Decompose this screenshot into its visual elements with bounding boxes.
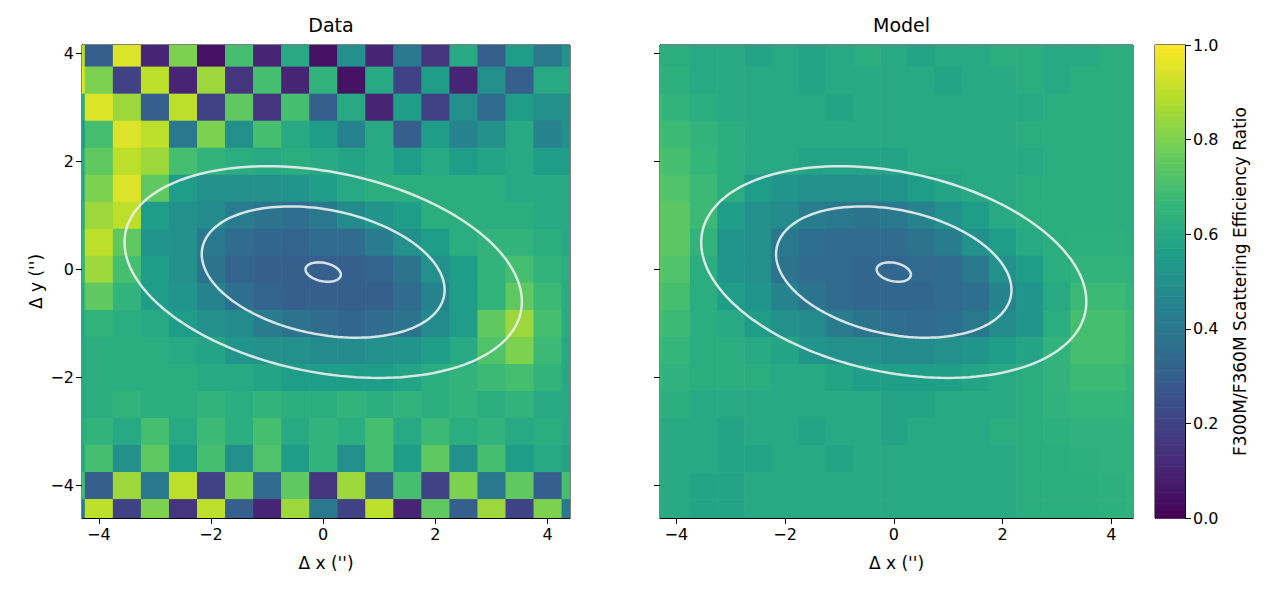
svg-text:2: 2: [430, 525, 440, 544]
svg-text:0: 0: [64, 260, 74, 279]
svg-text:Δ y (''): Δ y (''): [26, 254, 46, 309]
svg-text:Data: Data: [308, 14, 353, 36]
svg-text:−4: −4: [665, 525, 689, 544]
svg-text:F300M/F360M Scattering Efficie: F300M/F360M Scattering Efficiency Ratio: [1230, 107, 1250, 456]
svg-text:Model: Model: [873, 14, 930, 36]
svg-text:2: 2: [997, 525, 1007, 544]
svg-text:0.4: 0.4: [1193, 319, 1218, 338]
svg-text:4: 4: [64, 44, 74, 63]
svg-text:4: 4: [1106, 525, 1116, 544]
svg-text:4: 4: [542, 525, 552, 544]
svg-text:1.0: 1.0: [1193, 36, 1218, 55]
svg-text:0.8: 0.8: [1193, 130, 1218, 149]
svg-text:0: 0: [318, 525, 328, 544]
svg-text:−4: −4: [50, 476, 74, 495]
svg-text:−4: −4: [87, 525, 111, 544]
svg-text:0.2: 0.2: [1193, 414, 1218, 433]
svg-text:0.6: 0.6: [1193, 225, 1218, 244]
svg-text:0: 0: [889, 525, 899, 544]
svg-text:−2: −2: [199, 525, 223, 544]
svg-text:Δ x (''): Δ x (''): [298, 553, 353, 573]
svg-text:−2: −2: [50, 368, 74, 387]
svg-text:Δ x (''): Δ x (''): [869, 553, 924, 573]
svg-text:2: 2: [64, 152, 74, 171]
svg-text:0.0: 0.0: [1193, 509, 1218, 528]
svg-text:−2: −2: [773, 525, 797, 544]
